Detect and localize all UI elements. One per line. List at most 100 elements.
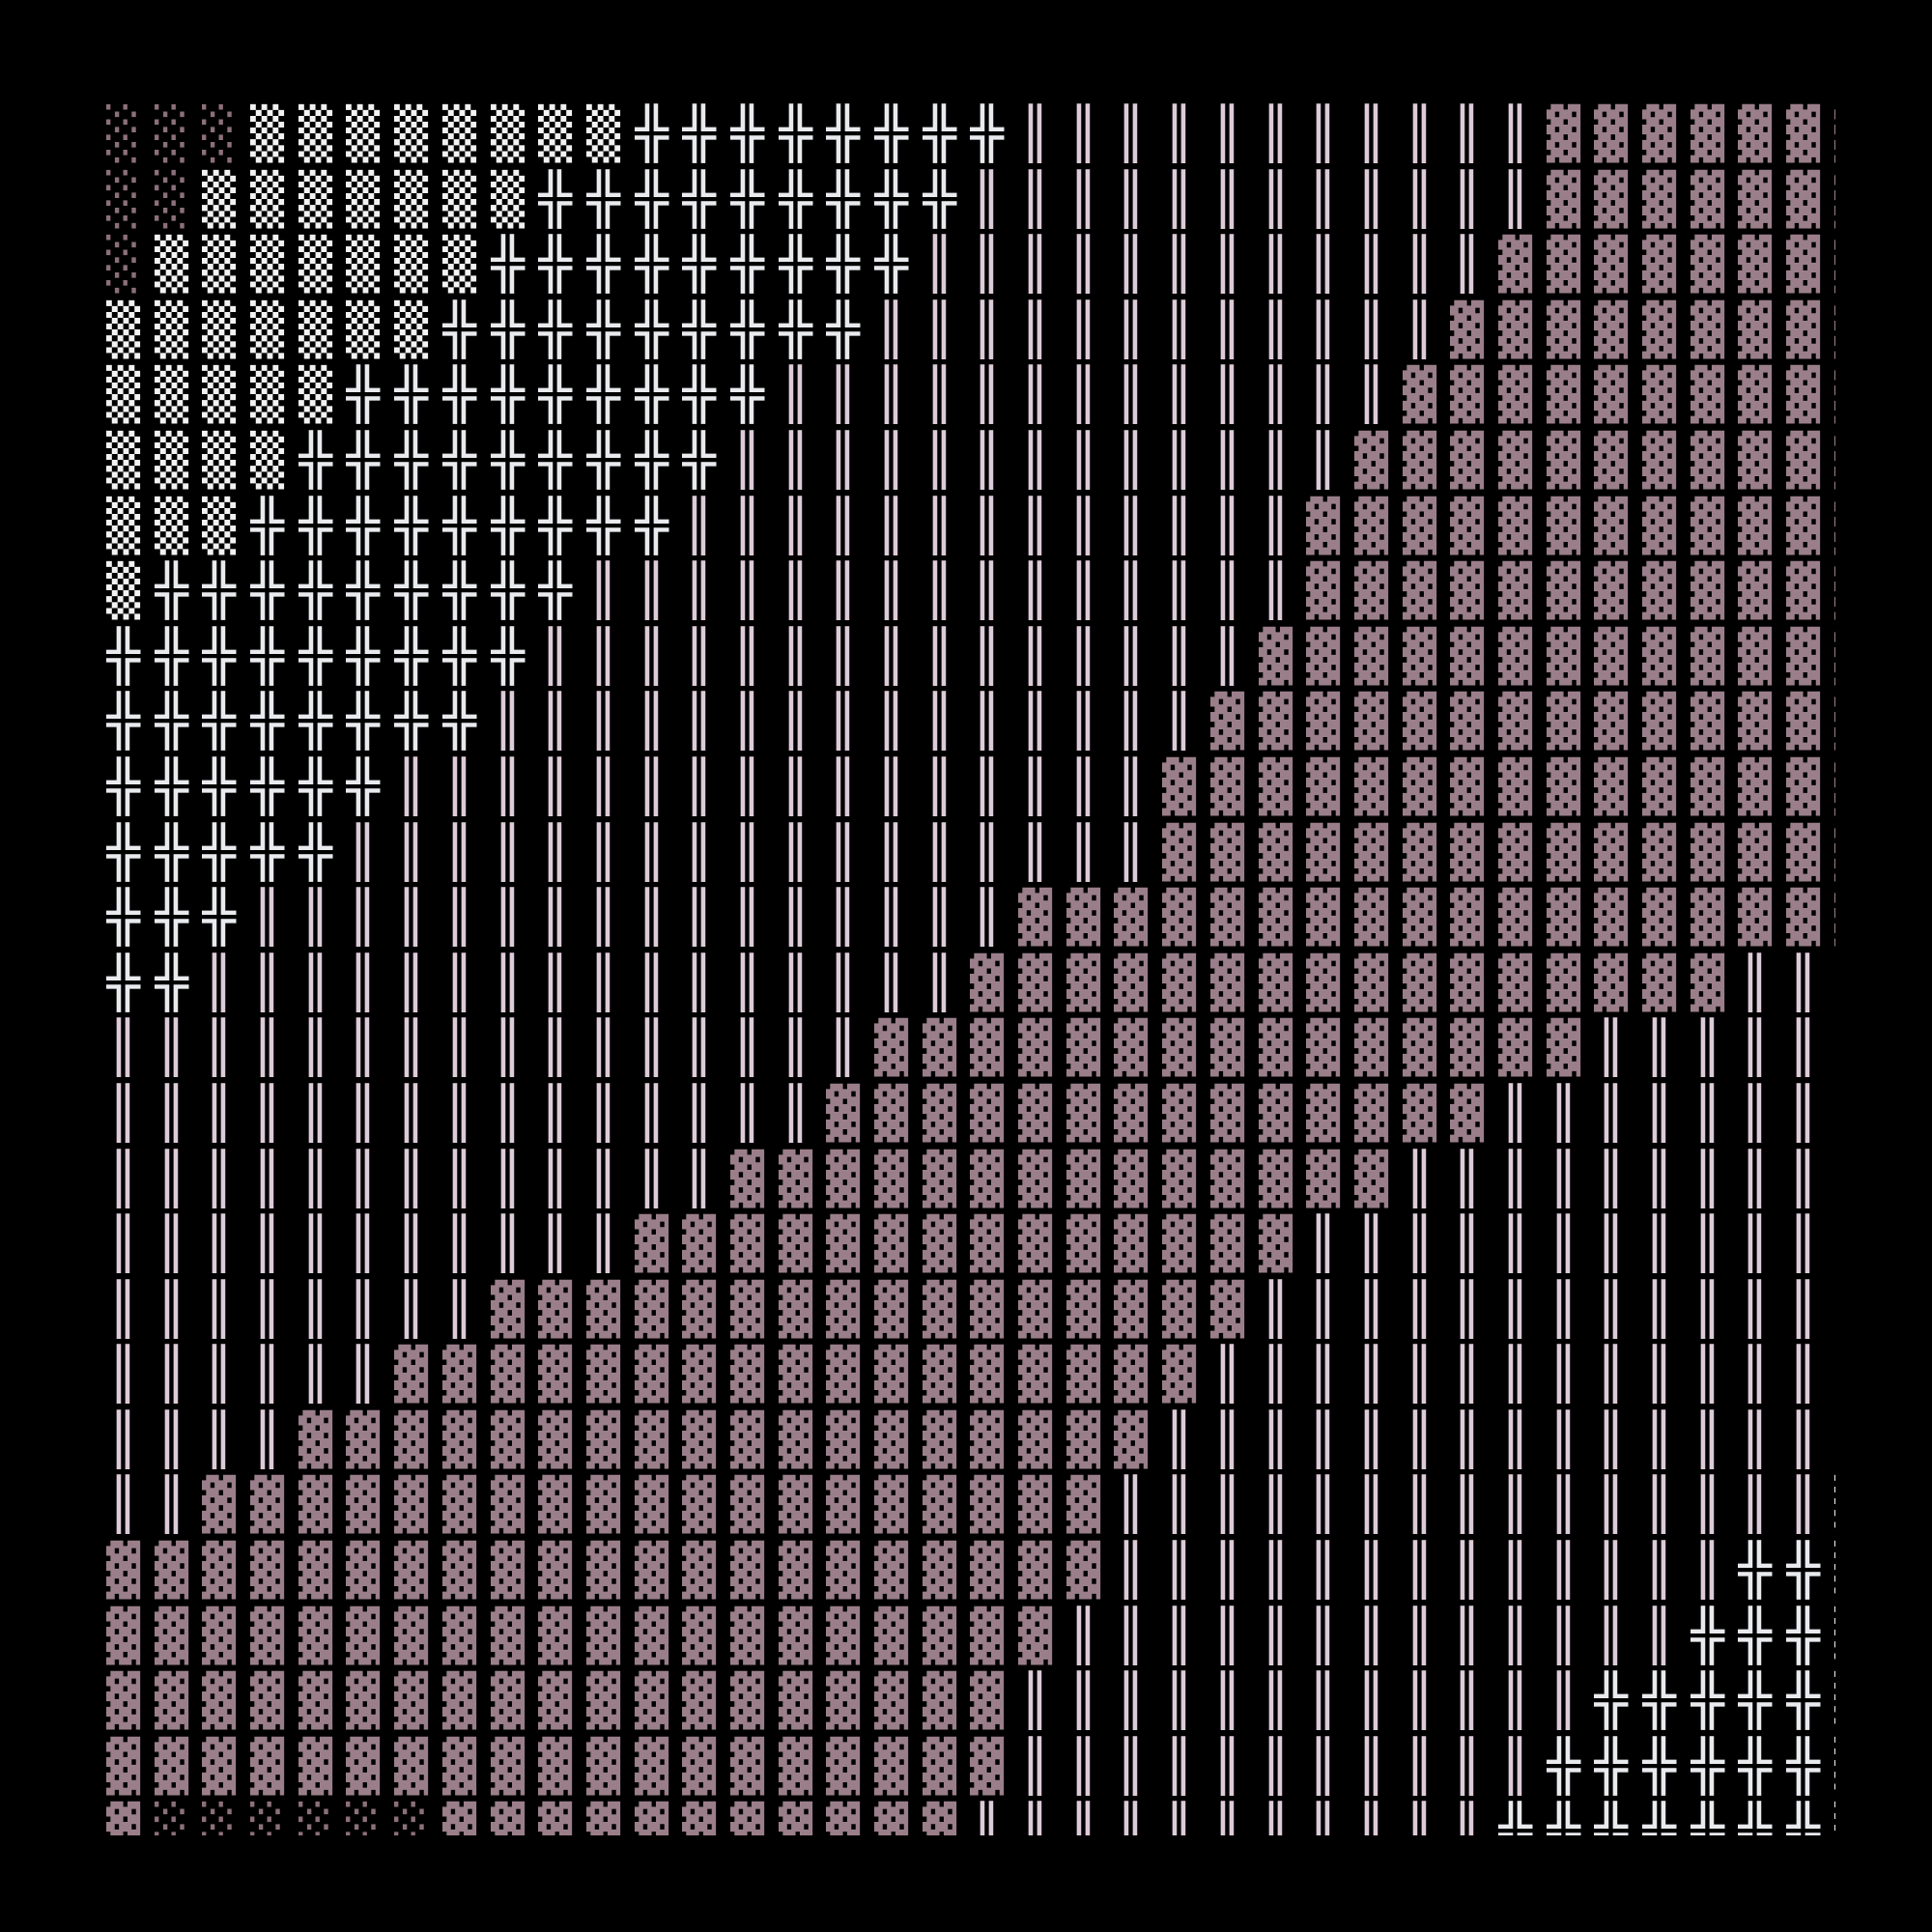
double-vertical-glyph: ║ — [1594, 1019, 1629, 1078]
double-vertical-cell: ║ — [1498, 1669, 1547, 1735]
medium-shade-cell: ▒ — [298, 233, 347, 298]
medium-shade-cell: ▒ — [298, 298, 347, 364]
double-vertical-glyph: ║ — [778, 757, 812, 816]
art-row: ▓▓▓▓▓▓▓▓▓▓▓▓▓▓▓▓▓▓▓▓▓║║║║║║║║║║║║║╬╬▒ — [106, 1539, 1835, 1605]
dark-shade-glyph: ▓ — [826, 1410, 861, 1469]
dark-shade-cell: ▓ — [1354, 495, 1403, 560]
double-vertical-cell: ║ — [1162, 1800, 1210, 1835]
double-vertical-glyph: ║ — [394, 757, 429, 816]
dark-shade-cell: ▓ — [1738, 559, 1786, 625]
dark-shade-cell: ▓ — [1547, 690, 1595, 755]
medium-shade-cell: ▒ — [1834, 1605, 1835, 1670]
double-cross-glyph: ╬ — [298, 562, 332, 621]
dark-shade-cell: ▓ — [1498, 233, 1547, 298]
dark-shade-glyph: ▓ — [538, 1606, 573, 1665]
double-vertical-cell: ║ — [635, 625, 683, 691]
dark-shade-cell: ▓ — [346, 1735, 394, 1801]
double-vertical-cell: ║ — [1210, 168, 1259, 234]
dark-shade-cell: ▓ — [1642, 886, 1690, 952]
dark-shade-glyph: ▓ — [106, 1542, 141, 1601]
medium-shade-cell: ▒ — [202, 233, 250, 298]
double-vertical-cell: ║ — [1162, 495, 1210, 560]
dark-shade-cell: ▓ — [682, 1343, 730, 1408]
dark-shade-cell: ▓ — [1834, 363, 1835, 429]
dark-shade-cell: ▓ — [826, 1605, 874, 1670]
double-cross-cell: ╬ — [538, 495, 586, 560]
double-vertical-cell: ║ — [1114, 1669, 1162, 1735]
art-row: ▒▒▒▒▒▒▒╬╬╬╬╬╬╬╬╬║║║║║║║║║║║║▓▓▓▓▓▓▓▓▓ — [106, 298, 1835, 364]
double-vertical-glyph: ║ — [1450, 1803, 1485, 1835]
dark-shade-cell: ▓ — [1498, 495, 1547, 560]
medium-shade-glyph: ▒ — [202, 431, 237, 490]
dark-shade-cell: ▓ — [538, 1735, 586, 1801]
medium-shade-glyph: ▒ — [1834, 1735, 1835, 1801]
dark-shade-cell: ▓ — [1547, 886, 1595, 952]
double-vertical-cell: ║ — [442, 1082, 491, 1148]
dark-shade-cell: ▓ — [635, 1735, 683, 1801]
double-vertical-glyph: ║ — [634, 889, 668, 948]
dark-shade-cell: ▓ — [1786, 559, 1834, 625]
double-vertical-glyph: ║ — [106, 1084, 141, 1143]
dark-shade-cell: ▓ — [779, 1473, 827, 1539]
double-cross-cell: ╬ — [1594, 1735, 1642, 1801]
double-vertical-glyph: ║ — [874, 889, 909, 948]
double-vertical-glyph: ║ — [1594, 1346, 1629, 1405]
dark-shade-glyph: ▓ — [1546, 1019, 1580, 1078]
double-vertical-cell: ║ — [1594, 1473, 1642, 1539]
double-vertical-glyph: ║ — [1258, 1476, 1293, 1535]
dark-shade-cell: ▓ — [202, 1605, 250, 1670]
dark-shade-cell: ▓ — [1547, 168, 1595, 234]
double-vertical-cell: ║ — [442, 821, 491, 887]
dark-shade-cell: ▓ — [1114, 1148, 1162, 1213]
dark-shade-cell: ▓ — [1403, 755, 1451, 821]
double-vertical-glyph: ║ — [1114, 1672, 1149, 1731]
double-vertical-glyph: ║ — [1834, 1082, 1835, 1148]
medium-shade-cell: ▒ — [298, 102, 347, 168]
double-cross-glyph: ╬ — [346, 431, 381, 490]
double-vertical-glyph: ║ — [729, 953, 765, 1012]
dark-shade-glyph: ▓ — [490, 1346, 525, 1405]
dark-shade-glyph: ▓ — [682, 1672, 717, 1731]
double-vertical-cell: ║ — [1018, 1800, 1066, 1835]
dark-shade-cell: ▓ — [538, 1669, 586, 1735]
double-cross-cell: ╬ — [394, 625, 442, 691]
double-vertical-cell: ║ — [1354, 1539, 1403, 1605]
double-cross-cell: ╬ — [1547, 1735, 1595, 1801]
double-vertical-glyph: ║ — [1738, 1410, 1773, 1469]
dark-shade-glyph: ▓ — [490, 1410, 525, 1469]
dark-shade-glyph: ▓ — [1594, 366, 1629, 425]
double-vertical-cell: ║ — [1066, 1800, 1115, 1835]
double-vertical-cell: ║ — [826, 495, 874, 560]
double-cross-glyph: ╬ — [490, 236, 525, 295]
double-vertical-glyph: ║ — [1162, 431, 1197, 490]
double-vertical-cell: ║ — [1690, 1343, 1739, 1408]
dark-shade-glyph: ▓ — [1546, 757, 1580, 816]
dark-shade-glyph: ▓ — [1738, 170, 1773, 229]
double-cross-glyph: ╬ — [490, 627, 525, 686]
double-vertical-glyph: ║ — [922, 366, 956, 425]
double-vertical-glyph: ║ — [1306, 1215, 1341, 1274]
dark-shade-glyph: ▓ — [1497, 300, 1533, 359]
double-vertical-glyph: ║ — [1353, 236, 1388, 295]
dark-shade-glyph: ▓ — [778, 1346, 812, 1405]
dark-shade-glyph: ▓ — [970, 1150, 1005, 1208]
dark-shade-glyph: ▓ — [154, 1672, 188, 1731]
double-cross-cell: ╬ — [682, 363, 730, 429]
double-vertical-glyph: ║ — [394, 953, 429, 1012]
double-vertical-cell: ║ — [970, 886, 1018, 952]
dark-shade-cell: ▓ — [874, 1082, 923, 1148]
double-vertical-cell: ║ — [970, 168, 1018, 234]
dark-shade-cell: ▓ — [1210, 952, 1259, 1017]
double-vertical-glyph: ║ — [1402, 1542, 1436, 1601]
dark-shade-glyph: ▓ — [441, 1476, 476, 1535]
dark-shade-glyph: ▓ — [1353, 627, 1388, 686]
dark-shade-glyph: ▓ — [1306, 562, 1341, 621]
double-vertical-glyph: ║ — [1786, 1410, 1821, 1469]
double-vertical-glyph: ║ — [1786, 1346, 1821, 1405]
double-vertical-cell: ║ — [779, 821, 827, 887]
double-vertical-glyph: ║ — [1065, 627, 1100, 686]
dark-shade-cell: ▓ — [106, 1735, 155, 1801]
dark-shade-cell: ▓ — [826, 1800, 874, 1835]
double-vertical-cell: ║ — [1547, 1473, 1595, 1539]
dark-shade-cell: ▓ — [1450, 690, 1498, 755]
